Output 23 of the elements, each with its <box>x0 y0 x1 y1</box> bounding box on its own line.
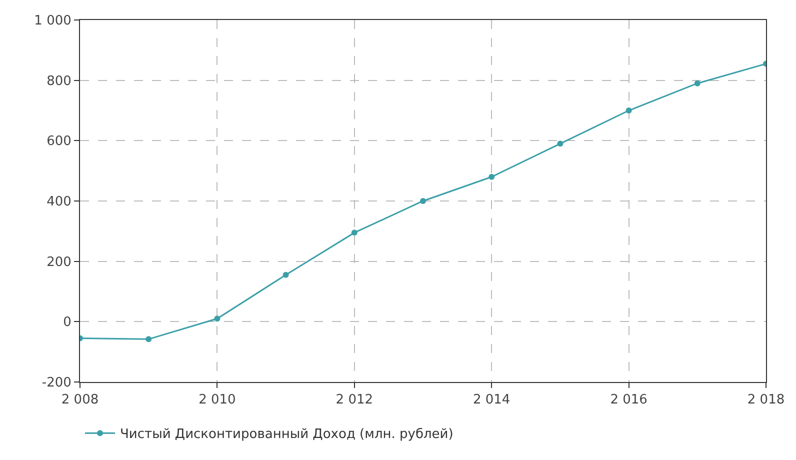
point <box>351 230 358 236</box>
point <box>420 198 426 204</box>
x-tick-label: 2 016 <box>610 392 648 408</box>
y-tick-label: 400 <box>46 194 72 210</box>
point <box>146 336 152 342</box>
point <box>626 108 632 114</box>
point <box>214 316 220 322</box>
point <box>488 174 495 180</box>
x-tick-label: 2 008 <box>61 392 99 408</box>
x-tick-label: 2 010 <box>198 392 236 408</box>
point <box>282 272 289 278</box>
x-tick-label: 2 018 <box>747 392 785 408</box>
y-tick-label: 200 <box>46 254 72 270</box>
y-tick-label: -200 <box>42 376 72 391</box>
y-tick-label: 600 <box>46 134 72 150</box>
point <box>557 140 564 147</box>
point <box>694 80 700 86</box>
x-tick-label: 2 014 <box>472 392 510 408</box>
y-tick-label: 0 <box>63 315 72 330</box>
y-tick-label: 800 <box>46 74 72 89</box>
legend-label: Чистый Дисконтированный Доход (млн. рублей) <box>120 427 454 442</box>
x-tick-label: 2 012 <box>336 392 374 408</box>
y-tick-label: 1 000 <box>34 14 72 29</box>
